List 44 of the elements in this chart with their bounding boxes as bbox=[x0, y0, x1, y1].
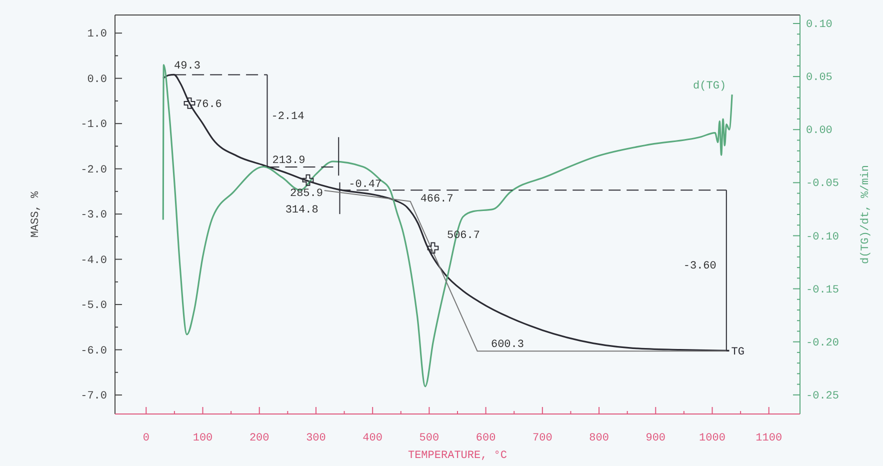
x-tick-label: 700 bbox=[532, 432, 552, 445]
y2-axis-title: d(TG)/dt, %/min bbox=[860, 164, 872, 264]
annotation: 76.6 bbox=[196, 99, 222, 112]
annotation: 49.3 bbox=[174, 60, 200, 73]
y-tick-label: -7.0 bbox=[80, 390, 107, 403]
annotation: 213.9 bbox=[272, 155, 306, 167]
annotation: 314.8 bbox=[285, 204, 318, 217]
y-tick-label: 0.0 bbox=[87, 74, 107, 86]
x-tick-label: 1000 bbox=[699, 432, 726, 445]
annotation: 285.9 bbox=[290, 188, 324, 200]
annotation: 466.7 bbox=[420, 193, 454, 206]
y2-tick-label: -0.10 bbox=[806, 231, 840, 244]
annotation: -3.60 bbox=[683, 260, 716, 272]
x-tick-label: 500 bbox=[419, 432, 440, 445]
series-label: d(TG) bbox=[693, 80, 726, 93]
annotation: 600.3 bbox=[490, 339, 524, 352]
series-label: TG bbox=[731, 346, 744, 359]
y2-tick-label: 0.05 bbox=[806, 72, 832, 84]
x-tick-label: 1100 bbox=[756, 432, 782, 445]
y-tick-label: -4.0 bbox=[80, 254, 107, 267]
y2-tick-label: -0.25 bbox=[806, 390, 840, 402]
x-tick-label: 100 bbox=[192, 432, 213, 445]
x-tick-label: 800 bbox=[589, 432, 609, 445]
annotation: -2.14 bbox=[271, 111, 305, 124]
y-tick-label: -2.0 bbox=[80, 164, 107, 176]
x-tick-label: 600 bbox=[476, 432, 496, 445]
y2-tick-label: -0.05 bbox=[806, 178, 840, 190]
y2-tick-label: 0.00 bbox=[806, 125, 832, 138]
y2-tick-label: -0.15 bbox=[806, 284, 840, 296]
x-tick-label: 0 bbox=[142, 432, 150, 445]
annotation: -0.47 bbox=[348, 178, 382, 191]
x-axis-title: TEMPERATURE, °C bbox=[408, 450, 508, 462]
y-tick-label: -3.0 bbox=[80, 210, 107, 222]
y-tick-label: -1.0 bbox=[80, 119, 107, 132]
x-tick-label: 400 bbox=[362, 432, 382, 445]
y2-tick-label: -0.20 bbox=[806, 337, 840, 350]
y-axis-title: MASS, % bbox=[30, 191, 42, 238]
y-tick-label: 1.0 bbox=[87, 28, 107, 41]
x-tick-label: 200 bbox=[249, 432, 270, 445]
y-tick-label: -6.0 bbox=[80, 345, 107, 358]
x-tick-label: 900 bbox=[646, 432, 666, 445]
x-tick-label: 300 bbox=[306, 432, 326, 445]
y2-tick-label: 0.10 bbox=[806, 19, 832, 32]
y-tick-label: -5.0 bbox=[80, 300, 107, 312]
